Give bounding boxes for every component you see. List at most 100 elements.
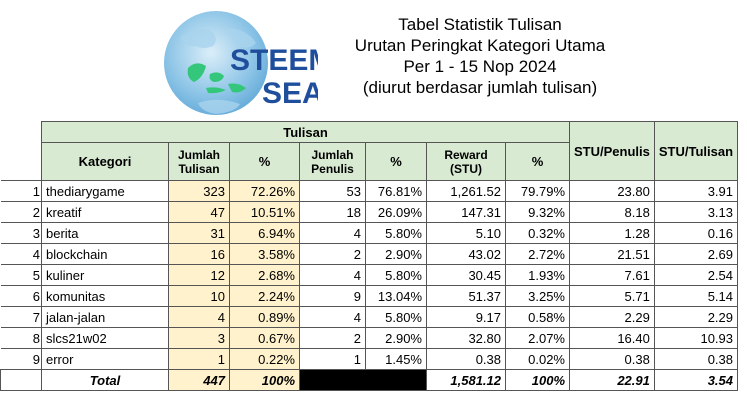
header-pct-penulis: % (365, 142, 427, 181)
row-rank: 2 (0, 201, 42, 223)
row-jumlah-tulisan: 16 (168, 243, 230, 265)
row-pct-reward: 79.79% (505, 180, 570, 202)
title-line-3: Per 1 - 15 Nop 2024 (403, 57, 557, 76)
row-jumlah-penulis: 1 (299, 348, 366, 370)
row-pct-tulisan: 2.68% (229, 264, 300, 286)
row-reward: 43.02 (426, 243, 506, 265)
row-stu-penulis: 23.80 (569, 180, 655, 202)
row-stu-tulisan: 0.38 (653, 348, 739, 370)
row-pct-tulisan: 0.67% (229, 327, 300, 349)
row-pct-tulisan: 0.89% (229, 306, 300, 328)
row-reward: 0.38 (426, 348, 506, 370)
row-kategori: kuliner (41, 264, 169, 286)
row-stu-tulisan: 0.16 (653, 222, 739, 244)
row-jumlah-tulisan: 12 (168, 264, 230, 286)
total-label: Total (41, 369, 169, 391)
group-header-tulisan: Tulisan (41, 121, 570, 143)
row-reward: 147.31 (426, 201, 506, 223)
row-pct-reward: 3.25% (505, 285, 570, 307)
row-rank: 9 (0, 348, 42, 370)
row-pct-tulisan: 10.51% (229, 201, 300, 223)
table-row: 6 komunitas 10 2.24% 9 13.04% 51.37 3.25% 5.71 5.… (0, 285, 739, 307)
title-line-2: Urutan Peringkat Kategori Utama (354, 36, 606, 55)
row-jumlah-tulisan: 10 (168, 285, 230, 307)
logo-text-sea: SEA (262, 77, 318, 110)
row-jumlah-penulis: 9 (299, 285, 366, 307)
row-stu-tulisan: 5.14 (653, 285, 739, 307)
row-kategori: jalan-jalan (41, 306, 169, 328)
row-stu-tulisan: 3.91 (653, 180, 739, 202)
row-jumlah-penulis: 2 (299, 327, 366, 349)
row-jumlah-tulisan: 323 (168, 180, 230, 202)
header-pct-reward: % (505, 142, 570, 181)
header-kategori: Kategori (41, 142, 169, 181)
row-stu-tulisan: 2.54 (653, 264, 739, 286)
row-kategori: slcs21w02 (41, 327, 169, 349)
row-stu-tulisan: 10.93 (653, 327, 739, 349)
row-jumlah-tulisan: 3 (168, 327, 230, 349)
row-jumlah-penulis: 53 (299, 180, 366, 202)
row-pct-reward: 2.07% (505, 327, 570, 349)
row-kategori: berita (41, 222, 169, 244)
row-pct-penulis: 1.45% (365, 348, 427, 370)
header-jumlah-tulisan: Jumlah Tulisan (168, 142, 230, 181)
row-pct-tulisan: 0.22% (229, 348, 300, 370)
row-jumlah-penulis: 4 (299, 222, 366, 244)
row-rank: 8 (0, 327, 42, 349)
row-pct-reward: 2.72% (505, 243, 570, 265)
row-jumlah-tulisan: 31 (168, 222, 230, 244)
row-stu-penulis: 5.71 (569, 285, 655, 307)
row-kategori: kreatif (41, 201, 169, 223)
row-jumlah-tulisan: 1 (168, 348, 230, 370)
row-stu-penulis: 21.51 (569, 243, 655, 265)
document-title: Tabel Statistik Tulisan Urutan Peringkat… (320, 14, 640, 98)
row-stu-penulis: 16.40 (569, 327, 655, 349)
header-reward: Reward (STU) (426, 142, 506, 181)
row-pct-reward: 1.93% (505, 264, 570, 286)
row-kategori: blockchain (41, 243, 169, 265)
row-stu-tulisan: 2.29 (653, 306, 739, 328)
row-rank: 6 (0, 285, 42, 307)
total-pct-tulisan: 100% (229, 369, 300, 391)
table-row: 4 blockchain 16 3.58% 2 2.90% 43.02 2.72% 21.51 2… (0, 243, 739, 265)
group-header-row: Tulisan STU/Penulis STU/Tulisan (1, 121, 739, 181)
row-pct-penulis: 26.09% (365, 201, 427, 223)
row-kategori: thediarygame (41, 180, 169, 202)
column-header-row: Kategori Jumlah Tulisan % Jumlah Penulis %… (1, 142, 738, 181)
table-row: 7 jalan-jalan 4 0.89% 4 5.80% 9.17 0.58% 2.29 2.2… (0, 306, 739, 328)
row-rank: 4 (0, 243, 42, 265)
row-stu-penulis: 0.38 (569, 348, 655, 370)
table-row: 1 thediarygame 323 72.26% 53 76.81% 1,261.52 79… (0, 180, 739, 202)
row-stu-penulis: 1.28 (569, 222, 655, 244)
redacted-cell (299, 369, 427, 391)
row-pct-reward: 0.32% (505, 222, 570, 244)
row-pct-penulis: 2.90% (365, 327, 427, 349)
row-jumlah-penulis: 4 (299, 264, 366, 286)
table-row: 9 error 1 0.22% 1 1.45% 0.38 0.02% 0.38 0.38 (0, 348, 739, 370)
row-reward: 1,261.52 (426, 180, 506, 202)
row-reward: 9.17 (426, 306, 506, 328)
row-pct-tulisan: 3.58% (229, 243, 300, 265)
statistics-table: Tulisan STU/Penulis STU/Tulisan Kategori… (0, 121, 739, 391)
row-pct-tulisan: 6.94% (229, 222, 300, 244)
title-line-1: Tabel Statistik Tulisan (398, 15, 562, 34)
row-pct-tulisan: 72.26% (229, 180, 300, 202)
table-row: 2 kreatif 47 10.51% 18 26.09% 147.31 9.32% 8.18 3… (0, 201, 739, 223)
header-stu-penulis: STU/Penulis (569, 121, 655, 181)
row-reward: 5.10 (426, 222, 506, 244)
row-pct-penulis: 2.90% (365, 243, 427, 265)
header-stu-tulisan: STU/Tulisan (653, 121, 739, 181)
row-pct-reward: 9.32% (505, 201, 570, 223)
row-stu-tulisan: 2.69 (653, 243, 739, 265)
title-line-4: (diurut berdasar jumlah tulisan) (362, 78, 598, 97)
row-stu-penulis: 8.18 (569, 201, 655, 223)
row-rank: 1 (0, 180, 42, 202)
table-row: 8 slcs21w02 3 0.67% 2 2.90% 32.80 2.07% 16.40 10.… (0, 327, 739, 349)
row-rank: 5 (0, 264, 42, 286)
globe-icon: STEEM SEA (164, 11, 333, 115)
row-kategori: komunitas (41, 285, 169, 307)
row-jumlah-penulis: 18 (299, 201, 366, 223)
row-reward: 32.80 (426, 327, 506, 349)
row-jumlah-tulisan: 47 (168, 201, 230, 223)
row-rank: 7 (0, 306, 42, 328)
